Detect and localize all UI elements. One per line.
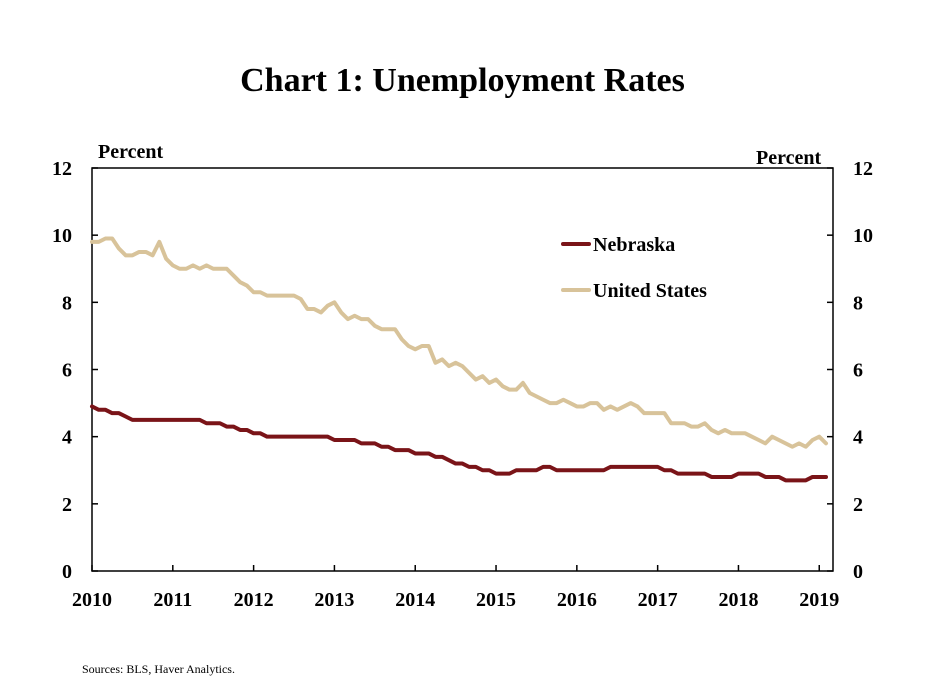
x-tick-label: 2017 [638,589,678,611]
y-tick-label-left: 4 [62,427,72,449]
y-tick-label-left: 2 [62,494,72,516]
source-note: Sources: BLS, Haver Analytics. [82,662,235,676]
y-tick-label-right: 0 [853,561,863,583]
y-tick-label-right: 2 [853,494,863,516]
chart-title: Chart 1: Unemployment Rates [240,62,685,99]
legend-label-united-states: United States [593,280,707,302]
x-tick-label: 2013 [314,589,354,611]
plot-frame [91,167,834,572]
legend-label-nebraska: Nebraska [593,234,675,256]
x-tick-label: 2014 [395,589,435,611]
y-tick-label-left: 0 [62,561,72,583]
x-tick-label: 2018 [718,589,758,611]
y-tick-label-right: 10 [853,225,873,247]
y-tick-label-right: 6 [853,360,863,382]
y-tick-label-left: 6 [62,360,72,382]
series-line-united-states [90,236,828,449]
y-tick-label-left: 12 [52,158,72,180]
y-tick-label-right: 8 [853,292,863,314]
right-axis-unit-label: Percent [756,147,822,169]
y-tick-label-right: 4 [853,427,863,449]
x-tick-label: 2012 [234,589,274,611]
y-tick-label-left: 10 [52,225,72,247]
x-tick-label: 2016 [557,589,597,611]
x-tick-label: 2015 [476,589,516,611]
series-line-nebraska [90,404,828,483]
x-tick-label: 2011 [153,589,192,611]
left-axis-unit-label: Percent [98,141,164,163]
y-tick-label-right: 12 [853,158,873,180]
x-tick-label: 2010 [72,589,112,611]
x-tick-label: 2019 [799,589,839,611]
y-tick-label-left: 8 [62,292,72,314]
